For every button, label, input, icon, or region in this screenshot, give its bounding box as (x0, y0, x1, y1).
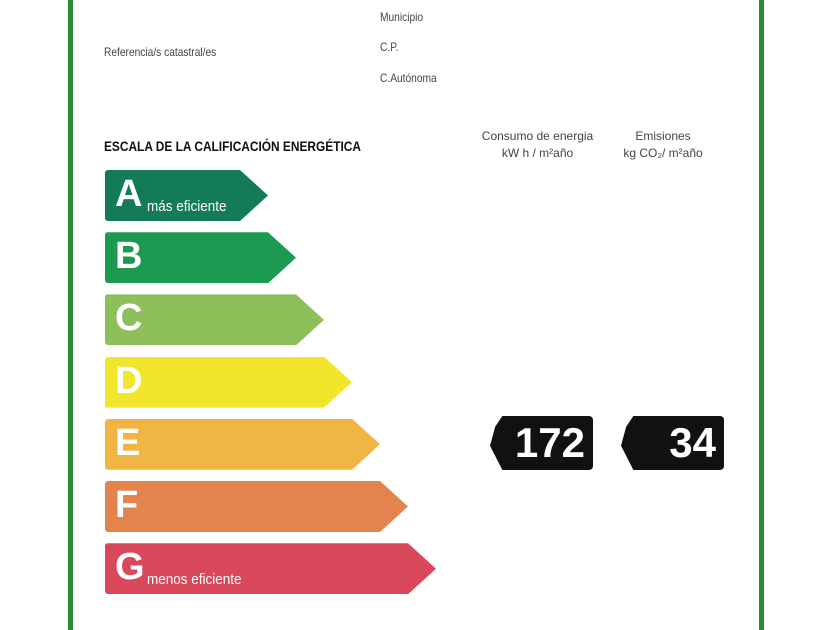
rating-letter: D (115, 359, 143, 402)
rating-bar-b: B (105, 232, 296, 284)
emisiones-unit: kg CO₂/ m²año (623, 146, 703, 160)
rating-letter: B (115, 235, 143, 278)
rating-bar-e: E (105, 418, 380, 470)
scale-title: ESCALA DE LA CALIFICACIÓN ENERGÉTICA (104, 138, 361, 154)
rating-bar-f: F (105, 481, 408, 532)
emisiones-indicator: 34 (621, 416, 724, 470)
emisiones-value: 34 (669, 419, 716, 466)
rating-letter: F (115, 484, 139, 526)
rating-letter: C (115, 297, 143, 340)
consumo-unit: kW h / m²año (501, 146, 574, 160)
consumo-title: Consumo de energia (481, 129, 594, 143)
emisiones-title: Emisiones (635, 129, 691, 143)
referencia-label: Referencia/s catastral/es (104, 45, 217, 59)
emisiones-header: Emisiones kg CO₂/ m²año (608, 128, 718, 162)
rating-letter: E (115, 421, 141, 464)
consumo-indicator: 172 (490, 416, 593, 470)
rating-sublabel: menos eficiente (147, 571, 242, 589)
page-border-right (759, 0, 764, 630)
cp-label: C.P. (380, 40, 399, 54)
rating-bar-c: C (105, 294, 324, 346)
consumo-value: 172 (514, 419, 585, 466)
rating-letter: A (115, 173, 143, 215)
rating-sublabel: más eficiente (147, 198, 227, 215)
rating-letter: G (115, 546, 145, 589)
consumo-header: Consumo de energia kW h / m²año (470, 128, 605, 162)
autonoma-label: C.Autónoma (380, 71, 437, 85)
page-border-left (68, 0, 73, 630)
rating-bar-d: D (105, 356, 352, 408)
municipio-label: Municipio (380, 10, 424, 24)
